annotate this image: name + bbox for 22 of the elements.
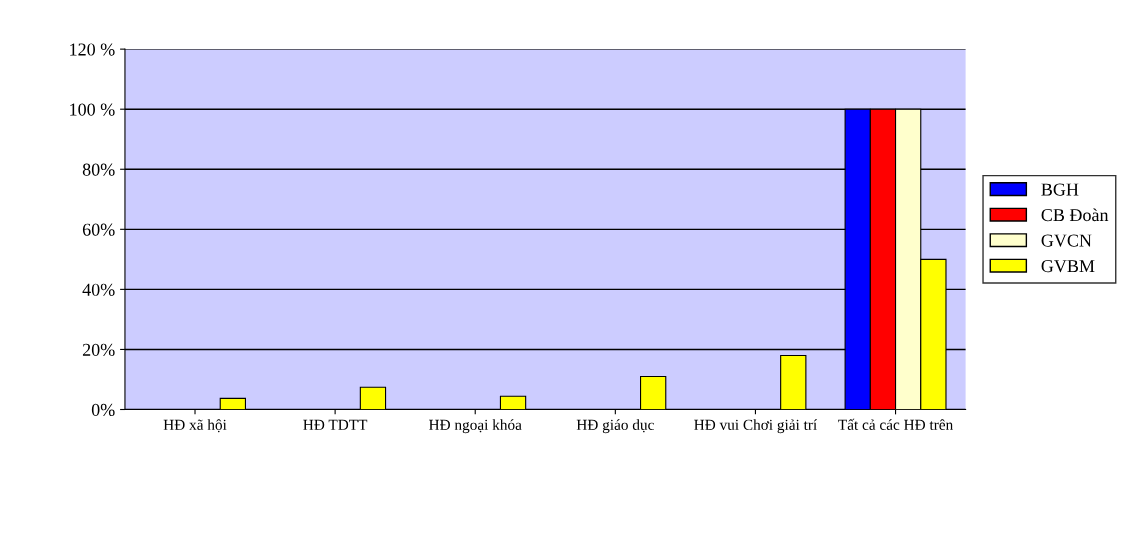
y-tick-label: 0%	[91, 403, 115, 416]
x-tick-label: HĐ TDTT	[303, 419, 368, 430]
bar	[219, 397, 247, 410]
legend-label: BGH	[1041, 183, 1079, 196]
legend-label: GVCN	[1041, 234, 1092, 247]
x-tick-label: HĐ xã hội	[163, 419, 227, 433]
x-tick-label: HĐ giáo dục	[576, 419, 654, 434]
y-tick-label: 120 %	[70, 43, 115, 56]
bar	[499, 395, 527, 410]
bar	[780, 354, 807, 410]
x-tick-label: HĐ vui Chơi giải trí	[694, 419, 818, 434]
y-tick-label: 40%	[82, 283, 115, 296]
y-tick-label: 60%	[82, 223, 115, 236]
legend-label: GVBM	[1041, 260, 1095, 273]
y-tick-label: 20%	[82, 343, 115, 356]
y-tick-label: 100 %	[70, 103, 115, 116]
legend-label: CB Đoàn	[1041, 208, 1109, 222]
x-tick-label: HĐ ngoại khóa	[428, 419, 522, 434]
y-tick-label: 80%	[82, 163, 115, 176]
x-tick-label: Tất cả các HĐ trên	[838, 418, 953, 430]
bar	[359, 386, 387, 410]
bar	[639, 375, 667, 410]
